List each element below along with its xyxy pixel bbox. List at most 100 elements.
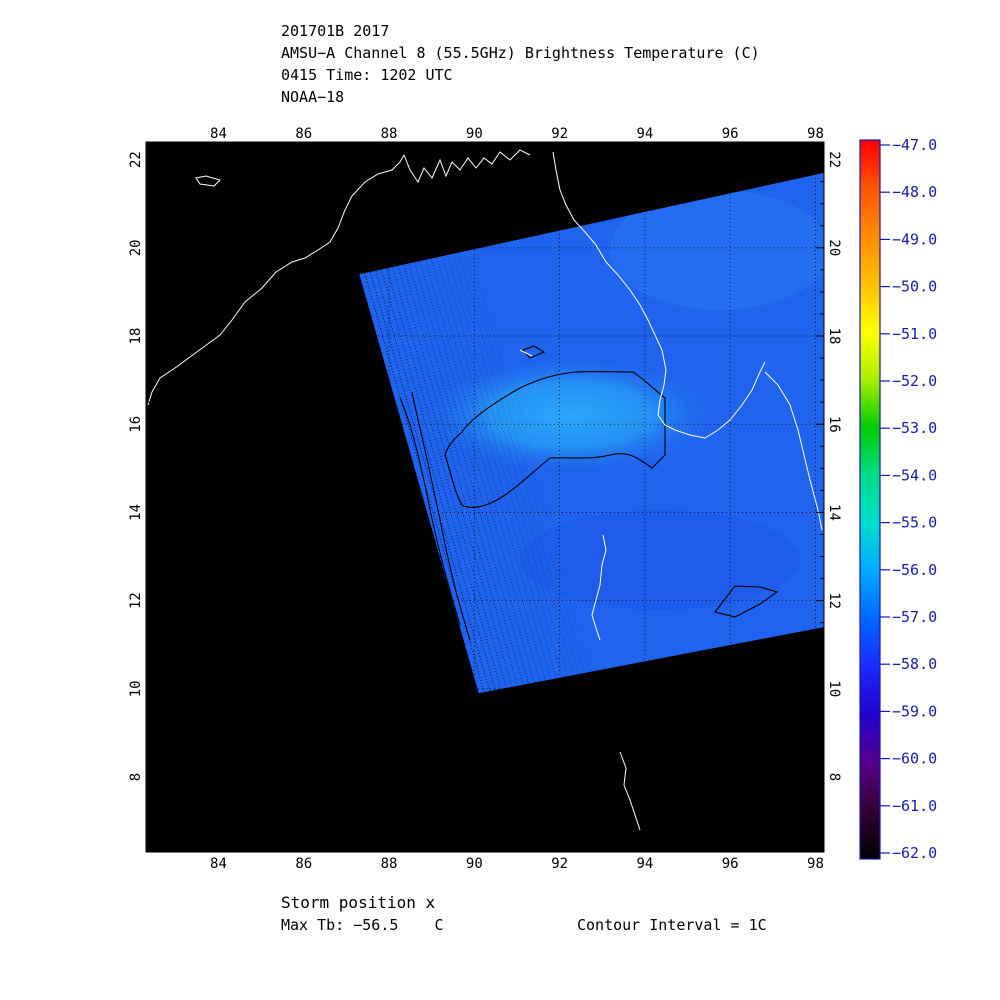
lon-label-bottom: 86 [295, 856, 312, 872]
colorbar-label: −62.0 [892, 844, 937, 862]
swath-scanline [464, 252, 585, 672]
coastline-ganges-delta [403, 149, 531, 184]
swath-scanline [414, 262, 535, 682]
swath-scanline [475, 250, 596, 670]
lon-label-top: 90 [466, 126, 483, 142]
colorbar-label: −60.0 [892, 750, 937, 768]
title-storm-id: 201701B 2017 [281, 22, 390, 40]
colorbar-label: −53.0 [892, 419, 937, 437]
swath-scanline [469, 251, 590, 671]
lon-label-bottom: 84 [210, 856, 227, 872]
swath-edge-scanlines [359, 250, 596, 694]
colorbar-label: −48.0 [892, 183, 937, 201]
lat-label-right: 12 [826, 592, 842, 609]
contour-edge-1 [399, 397, 461, 626]
lon-label-bottom: 90 [466, 856, 483, 872]
lat-label-left: 16 [128, 416, 144, 433]
lon-label-bottom: 96 [722, 856, 739, 872]
lat-label-left: 18 [128, 328, 144, 345]
coastline-east-india [147, 154, 405, 406]
contour-small-north [522, 345, 546, 359]
colorbar-label: −54.0 [892, 466, 937, 484]
lon-label-bottom: 94 [636, 856, 653, 872]
coastline-nicobar-islands [619, 751, 641, 831]
colorbar-labels: −47.0 −48.0 −49.0 −50.0 −51.0 −52.0 −53.0 −54.0… [892, 136, 937, 862]
coastline-andaman-islands [591, 534, 607, 641]
colorbar-label: −59.0 [892, 702, 937, 720]
lon-label-top: 98 [807, 126, 824, 142]
colorbar-label: −51.0 [892, 325, 937, 343]
colorbar-label: −58.0 [892, 655, 937, 673]
lon-label-top: 96 [722, 126, 739, 142]
colorbar-label: −50.0 [892, 278, 937, 296]
warm-core-highlight [420, 355, 720, 475]
title-product: AMSU−A Channel 8 (55.5GHz) Brightness Te… [281, 44, 760, 62]
lon-label-bottom: 88 [381, 856, 398, 872]
coastline-small-north [195, 175, 221, 187]
lon-label-top: 86 [295, 126, 312, 142]
lat-label-left: 8 [128, 773, 144, 781]
axis-ticks [146, 142, 824, 852]
coastlines [147, 149, 823, 831]
contour-interval-readout: Contour Interval = 1C [577, 916, 767, 934]
colorbar-label: −56.0 [892, 561, 937, 579]
swath-scanline [430, 259, 552, 679]
lat-label-right: 16 [826, 416, 842, 433]
lat-label-left: 20 [128, 239, 144, 256]
swath-scanline [397, 266, 518, 686]
swath-scanline [436, 258, 557, 678]
colorbar: −47.0 −48.0 −49.0 −50.0 −51.0 −52.0 −53.0 −54.0… [859, 136, 937, 862]
storm-position-note: Storm position x [281, 893, 436, 912]
lon-label-bottom: 92 [551, 856, 568, 872]
swath-light-patch [610, 190, 824, 310]
swath-scanline [408, 263, 529, 684]
swath-scanline [403, 265, 524, 685]
lat-label-right: 14 [826, 504, 842, 521]
contour-warm-core [444, 371, 666, 508]
title-time: 0415 Time: 1202 UTC [281, 66, 453, 84]
swath-scanline [375, 270, 496, 690]
colorbar-label: −52.0 [892, 372, 937, 390]
lon-label-top: 92 [551, 126, 568, 142]
max-tb-readout: Max Tb: −56.5 C [281, 916, 444, 934]
coastline-myanmar [552, 151, 766, 439]
coastline-detail [519, 349, 533, 357]
swath-scanline [453, 254, 574, 674]
lon-label-bottom: 98 [807, 856, 824, 872]
lon-label-top: 84 [210, 126, 227, 142]
contours [399, 345, 779, 641]
colorbar-label: −55.0 [892, 514, 937, 532]
lat-label-right: 10 [826, 680, 842, 697]
map-plot-area [147, 149, 824, 831]
colorbar-label: −47.0 [892, 136, 937, 154]
lon-label-top: 88 [381, 126, 398, 142]
swath-scanline [425, 260, 546, 680]
swath-scanline [392, 267, 513, 687]
lat-label-right: 22 [826, 151, 842, 168]
swath-scanline [380, 269, 502, 689]
lat-label-right: 18 [826, 328, 842, 345]
swath-scanline [458, 253, 579, 673]
lat-label-right: 20 [826, 239, 842, 256]
swath-shading [359, 190, 824, 694]
lat-label-left: 12 [128, 592, 144, 609]
swath-scanline [386, 268, 507, 688]
lon-label-top: 94 [636, 126, 653, 142]
lat-label-left: 10 [128, 680, 144, 697]
colorbar-frame [859, 139, 881, 860]
coastline-thailand [764, 371, 823, 531]
swath-scanline [369, 271, 491, 692]
colorbar-label: −49.0 [892, 230, 937, 248]
lat-label-left: 14 [128, 504, 144, 521]
map-frame [145, 141, 825, 853]
colorbar-ticks [880, 144, 890, 854]
contour-edge-2 [411, 391, 471, 641]
lat-label-left: 22 [128, 151, 144, 168]
swath-scanline [447, 255, 568, 676]
lat-label-right: 8 [826, 773, 842, 781]
colorbar-label: −61.0 [892, 797, 937, 815]
title-satellite: NOAA−18 [281, 88, 345, 106]
swath-dark-patch [520, 510, 800, 610]
